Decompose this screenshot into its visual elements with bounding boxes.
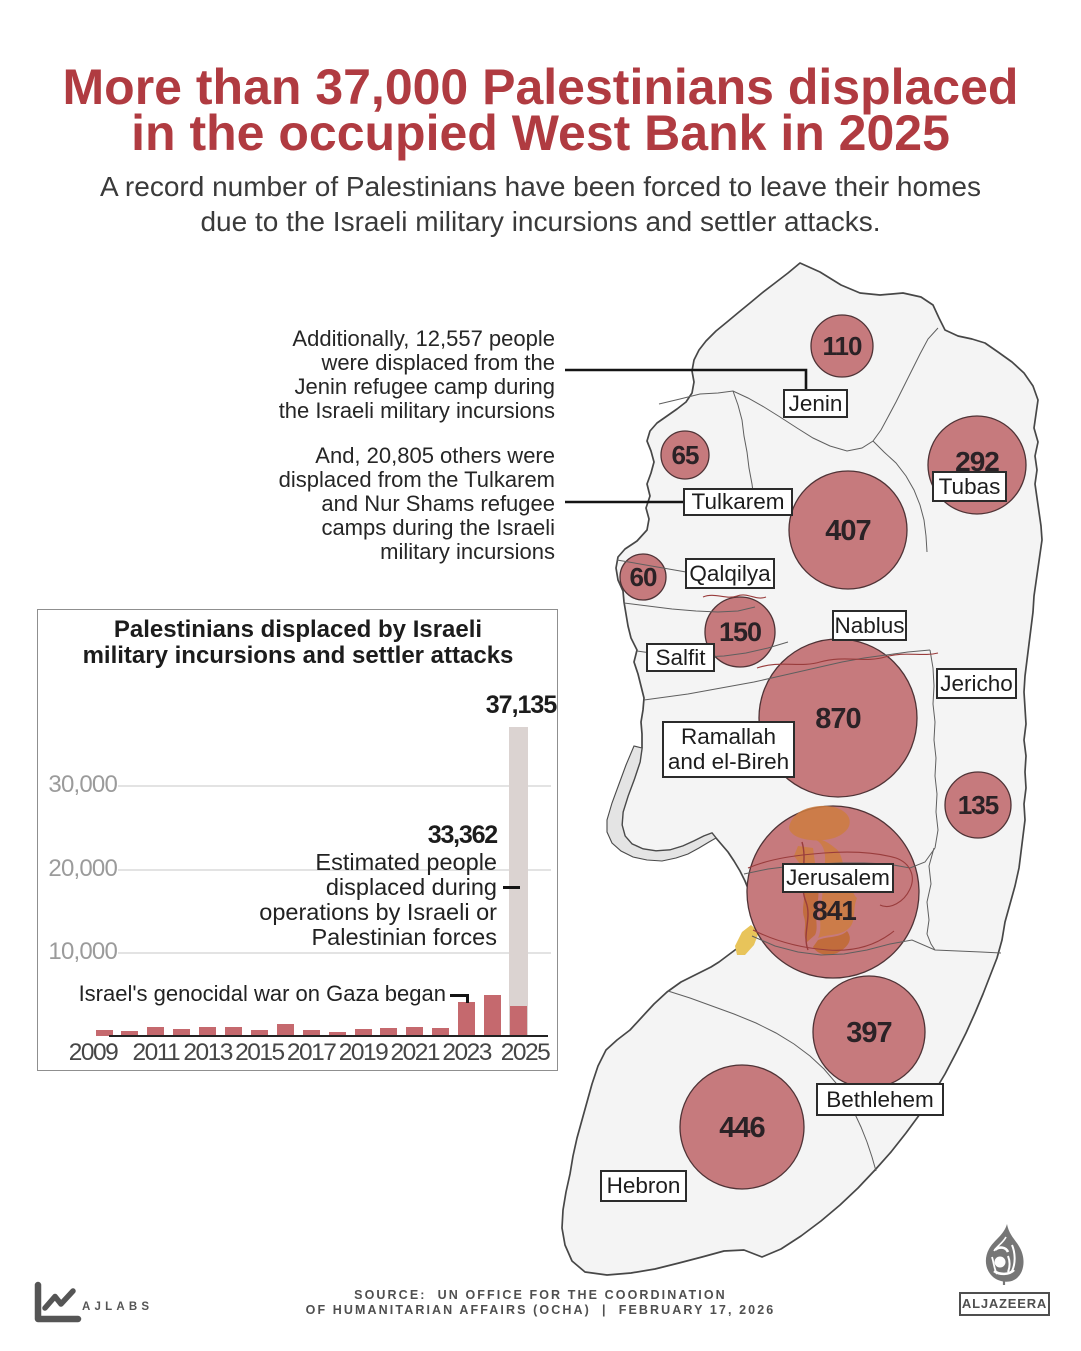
svg-text:Tubas: Tubas (939, 474, 1001, 499)
svg-text:Jericho: Jericho (940, 671, 1013, 696)
svg-text:65: 65 (672, 440, 699, 470)
svg-text:60: 60 (630, 562, 657, 592)
svg-text:Salfit: Salfit (655, 645, 706, 670)
svg-text:Ramallah: Ramallah (681, 724, 776, 749)
svg-text:AJLABS: AJLABS (82, 1301, 153, 1313)
svg-text:446: 446 (719, 1112, 765, 1144)
svg-text:150: 150 (719, 617, 761, 647)
svg-text:Hebron: Hebron (607, 1173, 681, 1198)
svg-text:407: 407 (825, 515, 870, 547)
svg-text:135: 135 (958, 790, 999, 820)
svg-text:Jerusalem: Jerusalem (786, 865, 890, 890)
svg-text:110: 110 (823, 331, 862, 361)
svg-text:397: 397 (846, 1017, 891, 1049)
svg-text:Qalqilya: Qalqilya (689, 561, 771, 586)
svg-text:Tulkarem: Tulkarem (692, 489, 785, 514)
svg-text:Jenin: Jenin (789, 391, 843, 416)
svg-text:841: 841 (812, 895, 856, 926)
svg-text:Nablus: Nablus (834, 613, 904, 638)
svg-text:and el-Bireh: and el-Bireh (668, 749, 789, 774)
svg-text:Bethlehem: Bethlehem (826, 1087, 934, 1112)
svg-text:870: 870 (815, 703, 860, 735)
